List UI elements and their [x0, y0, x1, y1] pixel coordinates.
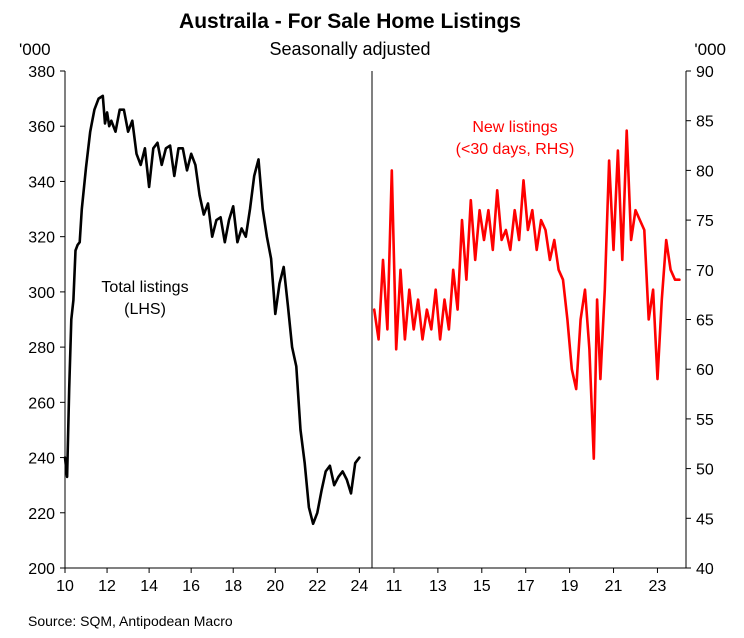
right-y-tick-label: 65	[696, 313, 714, 330]
chart-subtitle: Seasonally adjusted	[269, 39, 430, 59]
right-x-tick-label: 11	[386, 578, 403, 595]
right-y-unit: '000	[694, 40, 726, 59]
left-y-tick-label: 380	[28, 64, 55, 81]
chart-source: Source: SQM, Antipodean Macro	[28, 613, 233, 629]
left-x-tick-label: 20	[266, 578, 284, 595]
right-y-tick-label: 45	[696, 511, 714, 528]
right-y-tick-label: 75	[696, 213, 714, 230]
total-listings-panel: Total listings (LHS)	[63, 94, 361, 526]
left-x-tick-label: 10	[56, 578, 74, 595]
right-x-tick-label: 17	[517, 578, 535, 595]
left-y-tick-label: 280	[28, 340, 55, 357]
new-listings-line	[372, 129, 681, 461]
right-y-tick-label: 80	[696, 163, 714, 180]
total-listings-label: (LHS)	[124, 301, 166, 318]
left-x-tick-label: 24	[350, 578, 368, 595]
axes: 200 220 240 260 280 300 320 340 360 380 40 45 50 55 60…	[28, 64, 714, 595]
right-y-tick-label: 55	[696, 412, 714, 429]
left-y-tick-label: 320	[28, 230, 55, 247]
right-x-tick-label: 19	[561, 578, 579, 595]
right-y-tick-label: 90	[696, 64, 714, 81]
left-y-tick-label: 240	[28, 451, 55, 468]
new-listings-label: New listings	[472, 119, 557, 136]
left-y-unit: '000	[19, 40, 51, 59]
right-x-tick-label: 21	[605, 578, 623, 595]
right-x-tick-label: 13	[429, 578, 447, 595]
left-x-tick-label: 14	[140, 578, 158, 595]
total-listings-label: Total listings	[101, 279, 188, 296]
left-y-tick-label: 300	[28, 285, 55, 302]
left-x-tick-label: 22	[308, 578, 326, 595]
right-y-tick-label: 85	[696, 114, 714, 131]
new-listings-panel: New listings (<30 days, RHS)	[372, 119, 681, 461]
new-listings-label: (<30 days, RHS)	[456, 141, 575, 158]
right-y-tick-label: 70	[696, 263, 714, 280]
right-y-tick-label: 50	[696, 462, 714, 479]
left-y-tick-label: 360	[28, 119, 55, 136]
right-x-tick-label: 15	[473, 578, 491, 595]
left-y-tick-label: 200	[28, 561, 55, 578]
total-listings-line	[63, 94, 361, 526]
right-x-tick-label: 23	[649, 578, 667, 595]
chart-title: Austraila - For Sale Home Listings	[179, 10, 521, 33]
left-y-tick-label: 340	[28, 174, 55, 191]
right-y-tick-label: 60	[696, 362, 714, 379]
left-y-tick-label: 220	[28, 506, 55, 523]
right-y-tick-label: 40	[696, 561, 714, 578]
left-x-tick-label: 16	[182, 578, 200, 595]
left-y-tick-label: 260	[28, 395, 55, 412]
left-x-tick-label: 18	[224, 578, 242, 595]
left-x-tick-label: 12	[98, 578, 116, 595]
